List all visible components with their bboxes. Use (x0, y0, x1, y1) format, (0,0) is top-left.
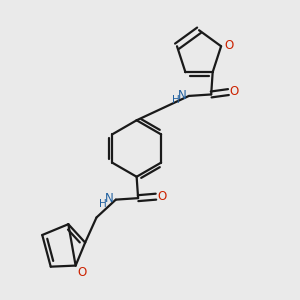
Text: O: O (77, 266, 86, 279)
Text: N: N (178, 88, 187, 101)
Text: O: O (225, 38, 234, 52)
Text: O: O (157, 190, 167, 202)
Text: H: H (172, 95, 180, 105)
Text: O: O (230, 85, 239, 98)
Text: N: N (105, 192, 114, 205)
Text: H: H (99, 199, 106, 209)
